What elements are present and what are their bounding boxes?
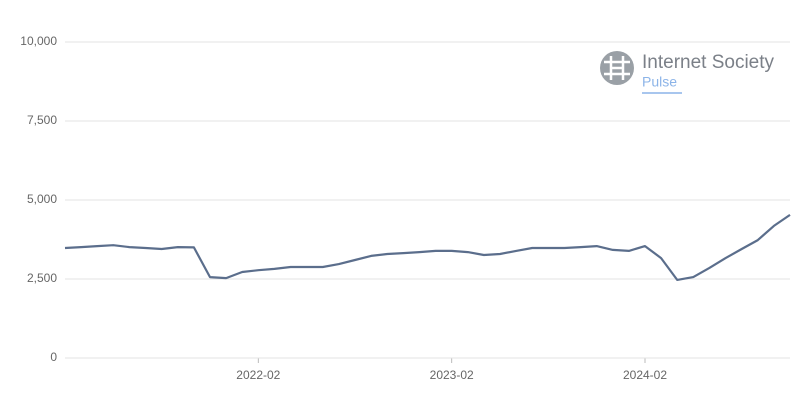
logo: Internet Society Pulse (600, 51, 775, 94)
y-tick-label: 5,000 (27, 192, 57, 206)
line-series (64, 213, 791, 281)
logo-product: Pulse (642, 74, 677, 90)
y-tick-label: 0 (50, 350, 57, 364)
logo-name: Internet Society (642, 52, 775, 73)
x-tick-label: 2023-02 (430, 368, 474, 382)
x-tick-label: 2024-02 (623, 368, 667, 382)
x-tick-label: 2022-02 (236, 368, 280, 382)
y-tick-label: 7,500 (27, 113, 57, 127)
y-tick-label: 2,500 (27, 271, 57, 285)
logo-icon-lines (604, 56, 630, 80)
y-tick-label: 10,000 (20, 34, 57, 48)
